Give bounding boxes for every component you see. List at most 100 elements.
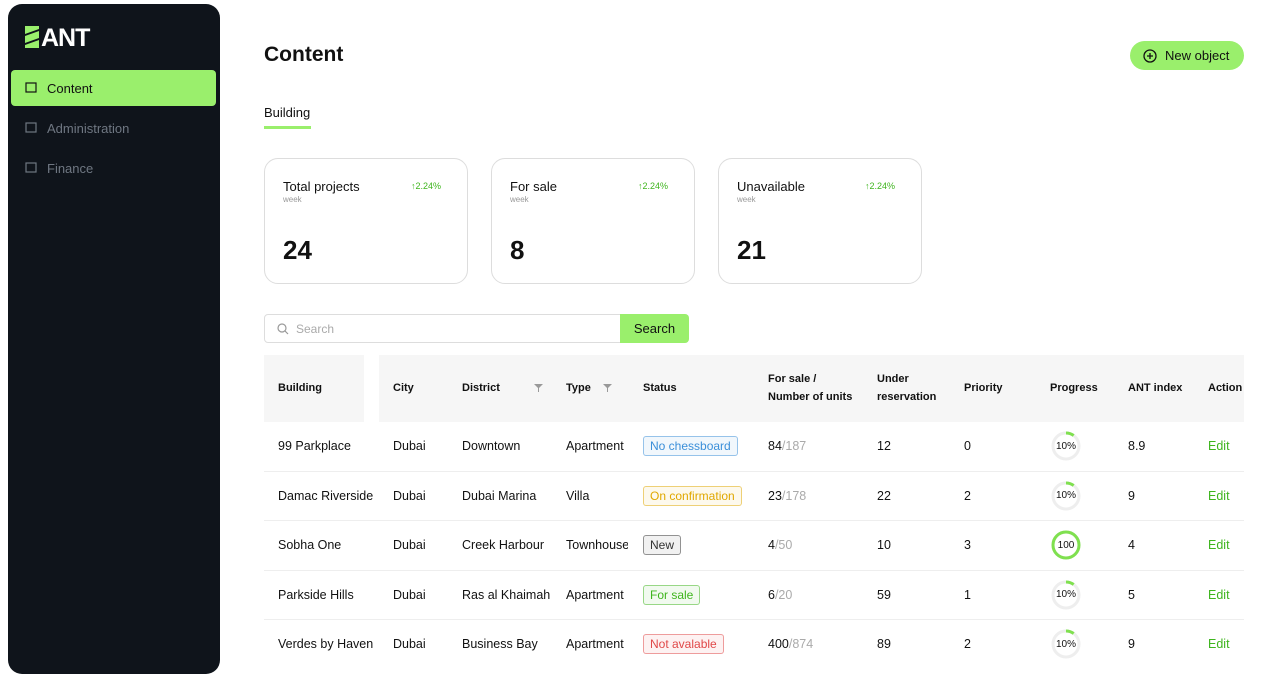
for-sale-cell: 4/50: [768, 538, 792, 552]
edit-link[interactable]: Edit: [1208, 637, 1230, 651]
column-header: Action: [1208, 379, 1242, 397]
status-badge: For sale: [643, 584, 701, 605]
index: 9: [1128, 488, 1135, 503]
header-label: Progress: [1050, 382, 1098, 394]
header-label: Under reservation: [877, 373, 937, 403]
for-sale: 23: [768, 488, 782, 503]
edit-link[interactable]: Edit: [1208, 439, 1230, 453]
priority: 2: [964, 488, 971, 503]
edit-link[interactable]: Edit: [1208, 538, 1230, 552]
filter-shape: [533, 384, 543, 392]
city: Dubai: [393, 637, 426, 651]
column-header: ANT index: [1128, 379, 1182, 397]
header-label: Priority: [964, 382, 1003, 394]
stat-change: ↑2.24%: [637, 181, 668, 191]
progress-ring: [1051, 481, 1081, 510]
nav-label: Administration: [47, 120, 130, 136]
search-input[interactable]: Search: [264, 314, 621, 343]
priority: 3: [964, 538, 971, 552]
nav-icon: [25, 122, 37, 133]
nav-icon: [25, 82, 37, 93]
for-sale-cell: 23/178: [768, 489, 806, 503]
header-label: District: [462, 382, 500, 394]
header-label: City: [393, 382, 414, 394]
ring-value: [1051, 530, 1081, 560]
icon-shape: [25, 162, 37, 173]
ring-value: [1051, 481, 1081, 510]
header-bg: [379, 355, 1244, 422]
new-object-button[interactable]: New object: [1130, 41, 1244, 70]
edit-link[interactable]: Edit: [1208, 488, 1230, 503]
column-header[interactable]: Type: [566, 379, 612, 397]
nav-label: Content: [47, 80, 93, 96]
column-header: Progress: [1050, 379, 1098, 397]
for-sale-cell: 84/187: [768, 439, 806, 453]
type: Apartment: [566, 637, 624, 651]
status-badge: No chessboard: [643, 436, 738, 456]
stat-value: 24: [283, 235, 312, 265]
units: /20: [774, 587, 793, 602]
header-label: ANT index: [1128, 382, 1183, 394]
progress-ring: [1051, 431, 1081, 461]
stat-label: Unavailable: [737, 179, 805, 194]
filter-icon: [533, 384, 543, 392]
search-placeholder: Search: [296, 322, 335, 336]
nav-item[interactable]: Finance: [11, 150, 216, 186]
nav-item[interactable]: Content: [11, 70, 216, 106]
button-label: New object: [1165, 48, 1230, 63]
stat-card: For sale ↑2.24% week 8: [491, 158, 695, 284]
stat-change: ↑2.24%: [410, 181, 441, 191]
building: Verdes by Haven: [278, 637, 374, 651]
city: Dubai: [393, 587, 426, 602]
reservation: 22: [877, 488, 891, 503]
for-sale: 400: [768, 637, 789, 651]
type: Villa: [566, 488, 590, 503]
column-header: Building: [278, 379, 322, 397]
for-sale: 6: [768, 587, 775, 602]
building: 99 Parkplace: [278, 439, 351, 453]
logo-mark: [25, 26, 39, 48]
search-button[interactable]: Search: [620, 314, 689, 343]
nav-label: Finance: [47, 160, 94, 176]
progress-cell: 10%: [1050, 480, 1082, 512]
status-badge: Not avalable: [643, 634, 724, 654]
index: 5: [1128, 587, 1135, 602]
progress-ring: [1051, 580, 1081, 609]
progress-ring: [1051, 629, 1081, 659]
progress-label: 10%: [1055, 638, 1076, 650]
stat-card: Total projects ↑2.24% week 24: [264, 158, 468, 284]
search-icon: [277, 323, 289, 335]
stat-label: Total projects: [283, 179, 360, 194]
priority: 2: [964, 637, 971, 651]
column-header: City: [393, 379, 414, 397]
nav-item[interactable]: Administration: [11, 110, 216, 146]
units: /50: [774, 538, 793, 552]
column-header: Status: [643, 379, 677, 397]
column-header: Priority: [964, 379, 1003, 397]
column-header[interactable]: District: [462, 379, 543, 397]
city: Dubai: [393, 538, 426, 552]
edit-link[interactable]: Edit: [1208, 587, 1230, 602]
ring-value: [1051, 629, 1081, 659]
tab[interactable]: Building: [264, 105, 311, 129]
stat-period: week: [283, 195, 302, 204]
for-sale-cell: 400/874: [768, 637, 813, 651]
priority: 1: [964, 587, 971, 602]
district: Ras al Khaimah: [462, 587, 551, 602]
units: /178: [781, 488, 807, 503]
city: Dubai: [393, 488, 426, 503]
district: Downtown: [462, 439, 521, 453]
stat-value: 8: [510, 235, 525, 265]
stat-change: ↑2.24%: [864, 181, 895, 191]
icon-shape: [25, 82, 37, 93]
header-label: For sale / Number of units: [768, 373, 853, 403]
building: Sobha One: [278, 538, 342, 552]
progress-label: 100: [1057, 539, 1075, 551]
reservation: 59: [877, 587, 891, 602]
building: Damac Riverside: [278, 488, 374, 503]
progress-label: 10%: [1055, 589, 1076, 600]
nav-icon: [25, 162, 37, 173]
icon-shape: [25, 122, 37, 133]
type: Townhouse: [566, 538, 628, 552]
reservation: 89: [877, 637, 891, 651]
